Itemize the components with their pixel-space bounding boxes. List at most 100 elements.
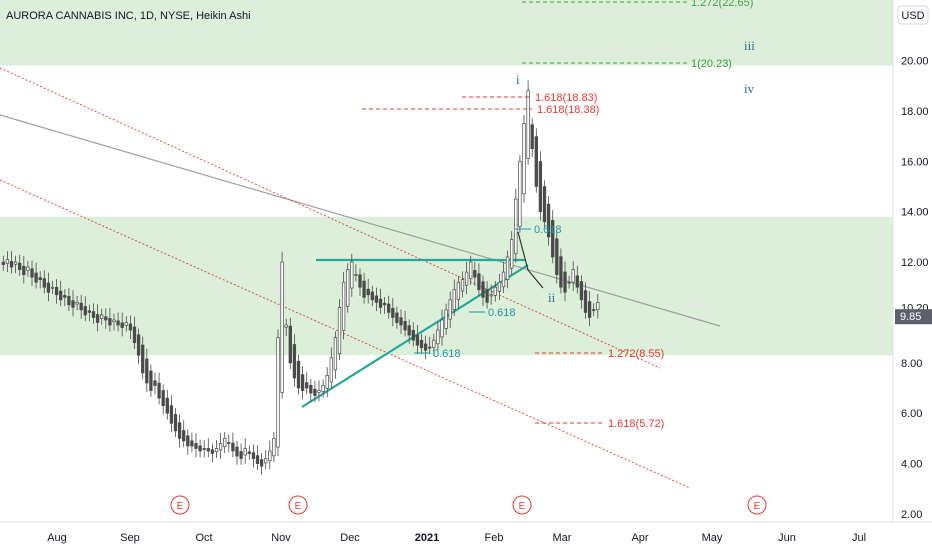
candle[interactable] bbox=[456, 275, 461, 309]
candle[interactable] bbox=[382, 296, 387, 314]
candle[interactable] bbox=[91, 303, 96, 324]
candle[interactable] bbox=[391, 297, 395, 327]
currency-button[interactable]: USD bbox=[897, 5, 929, 25]
candle[interactable] bbox=[161, 384, 165, 415]
candle[interactable] bbox=[34, 262, 38, 289]
candle[interactable] bbox=[555, 232, 559, 284]
candle[interactable] bbox=[157, 372, 161, 405]
candle[interactable] bbox=[399, 309, 403, 334]
candle[interactable] bbox=[173, 408, 178, 438]
candle[interactable] bbox=[247, 445, 251, 460]
earnings-marker[interactable]: E bbox=[170, 495, 190, 515]
candle[interactable] bbox=[514, 188, 518, 263]
candle[interactable] bbox=[485, 281, 489, 309]
candle[interactable] bbox=[255, 445, 260, 470]
candle[interactable] bbox=[473, 262, 477, 286]
candle[interactable] bbox=[325, 367, 329, 398]
candle[interactable] bbox=[63, 289, 67, 307]
candle[interactable] bbox=[190, 432, 194, 453]
candle[interactable] bbox=[100, 308, 104, 325]
candle[interactable] bbox=[592, 303, 596, 317]
candle[interactable] bbox=[563, 261, 567, 302]
candle[interactable] bbox=[251, 444, 256, 468]
candle[interactable] bbox=[481, 275, 485, 307]
candle[interactable] bbox=[132, 316, 137, 349]
candle[interactable] bbox=[5, 251, 10, 273]
candle[interactable] bbox=[317, 380, 321, 402]
candle[interactable] bbox=[407, 319, 411, 344]
candle[interactable] bbox=[116, 312, 120, 332]
candle[interactable] bbox=[419, 333, 424, 355]
earnings-marker[interactable]: E bbox=[747, 495, 767, 515]
candle[interactable] bbox=[50, 280, 55, 294]
candle[interactable] bbox=[54, 279, 59, 304]
candle[interactable] bbox=[75, 296, 79, 311]
candle[interactable] bbox=[177, 414, 182, 448]
candle[interactable] bbox=[223, 432, 227, 454]
candle[interactable] bbox=[95, 304, 100, 332]
candle[interactable] bbox=[538, 151, 543, 221]
candle[interactable] bbox=[112, 313, 116, 331]
candle[interactable] bbox=[587, 291, 592, 327]
candle[interactable] bbox=[13, 255, 18, 274]
candle[interactable] bbox=[280, 251, 284, 399]
candle[interactable] bbox=[395, 306, 399, 329]
candle[interactable] bbox=[526, 80, 530, 165]
candle[interactable] bbox=[313, 380, 317, 402]
candle[interactable] bbox=[153, 372, 157, 395]
earnings-marker[interactable]: E bbox=[288, 495, 308, 515]
candle[interactable] bbox=[288, 317, 292, 370]
candle[interactable] bbox=[218, 433, 223, 459]
candle[interactable] bbox=[276, 329, 280, 456]
candle[interactable] bbox=[321, 379, 325, 398]
candle[interactable] bbox=[231, 432, 235, 458]
candle[interactable] bbox=[551, 210, 555, 264]
candle[interactable] bbox=[497, 273, 502, 301]
candle[interactable] bbox=[350, 253, 354, 297]
candle[interactable] bbox=[378, 288, 383, 314]
candle[interactable] bbox=[505, 250, 510, 289]
candle[interactable] bbox=[141, 336, 145, 380]
candle[interactable] bbox=[227, 434, 231, 453]
candle[interactable] bbox=[87, 304, 92, 322]
candle[interactable] bbox=[432, 333, 436, 357]
candle[interactable] bbox=[464, 261, 469, 295]
candle[interactable] bbox=[83, 296, 87, 322]
candle[interactable] bbox=[296, 354, 301, 395]
candle[interactable] bbox=[214, 440, 219, 458]
candle[interactable] bbox=[387, 295, 391, 319]
candle[interactable] bbox=[501, 261, 506, 294]
candle[interactable] bbox=[136, 328, 141, 365]
candle[interactable] bbox=[579, 275, 584, 309]
candle[interactable] bbox=[67, 288, 71, 312]
candle[interactable] bbox=[79, 294, 83, 319]
candle[interactable] bbox=[469, 255, 473, 286]
candle[interactable] bbox=[305, 372, 309, 395]
candle[interactable] bbox=[104, 308, 108, 329]
candle[interactable] bbox=[124, 316, 128, 332]
candle[interactable] bbox=[436, 321, 440, 351]
candle[interactable] bbox=[38, 271, 42, 289]
candle[interactable] bbox=[477, 263, 481, 297]
candle[interactable] bbox=[206, 438, 210, 458]
candle[interactable] bbox=[333, 331, 338, 379]
candle[interactable] bbox=[46, 272, 51, 302]
candle[interactable] bbox=[26, 260, 30, 277]
candle[interactable] bbox=[366, 278, 370, 304]
candle[interactable] bbox=[460, 271, 465, 298]
candle[interactable] bbox=[411, 322, 415, 347]
candle[interactable] bbox=[259, 453, 264, 475]
candle[interactable] bbox=[440, 309, 444, 346]
candle[interactable] bbox=[518, 154, 522, 233]
candle[interactable] bbox=[534, 128, 538, 193]
candle[interactable] bbox=[9, 251, 14, 274]
candle[interactable] bbox=[239, 443, 243, 465]
candle[interactable] bbox=[165, 389, 169, 420]
candle[interactable] bbox=[448, 291, 452, 329]
candle[interactable] bbox=[510, 231, 514, 275]
candle[interactable] bbox=[583, 282, 588, 319]
candle[interactable] bbox=[300, 366, 305, 400]
candle[interactable] bbox=[596, 294, 600, 319]
candle[interactable] bbox=[354, 264, 358, 282]
